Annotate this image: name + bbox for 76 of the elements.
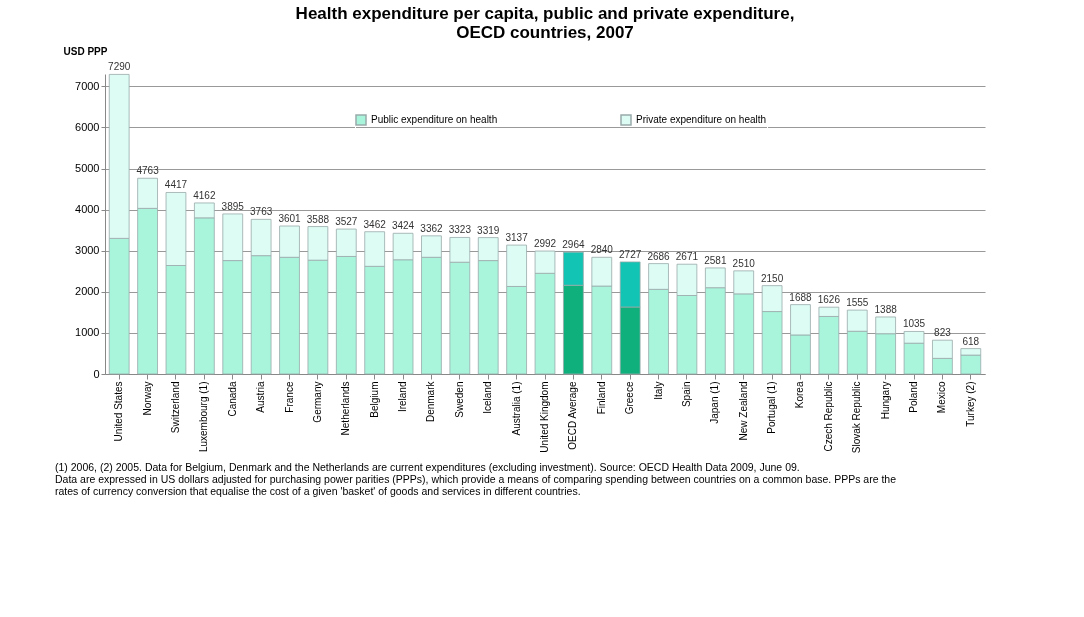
x-tick-label: Turkey (2) xyxy=(964,381,976,427)
x-tick-label: United States xyxy=(113,381,125,442)
x-tick-label: Finland xyxy=(595,381,607,415)
x-tick-label: Mexico xyxy=(936,381,948,414)
y-tick-label: 1000 xyxy=(75,326,100,339)
total-label: 4162 xyxy=(193,189,216,201)
total-label: 2992 xyxy=(533,238,557,250)
x-tick-label: Hungary xyxy=(879,381,891,420)
y-tick-label: 7000 xyxy=(75,79,100,92)
x-tick-label: Germany xyxy=(311,381,323,423)
y-axis-title: USD PPP xyxy=(63,45,108,57)
total-label: 2727 xyxy=(619,248,642,260)
total-label: 4417 xyxy=(164,179,188,191)
x-tick-label: Spain xyxy=(680,381,692,408)
y-tick-label: 0 xyxy=(93,367,100,380)
x-tick-label: Norway xyxy=(141,381,153,416)
total-label: 2581 xyxy=(704,254,727,266)
total-label: 1626 xyxy=(817,294,841,306)
total-label: 2510 xyxy=(732,257,756,269)
total-label: 1555 xyxy=(846,297,869,309)
x-tick-label: Belgium xyxy=(368,381,380,418)
x-tick-label: Ireland xyxy=(397,381,409,413)
total-label: 3323 xyxy=(448,224,472,236)
total-label: 2964 xyxy=(562,239,585,251)
chart-title: Health expenditure per capita, public and private expenditure, OECD countries, 2007 xyxy=(295,4,795,42)
x-tick-label: Greece xyxy=(624,381,636,415)
x-tick-label: Luxembourg (1) xyxy=(198,381,210,453)
total-label: 2671 xyxy=(675,251,699,263)
x-tick-label: Japan (1) xyxy=(709,381,721,424)
x-tick-label: Sweden xyxy=(453,381,465,418)
total-label: 1688 xyxy=(789,291,813,303)
total-label: 3424 xyxy=(391,220,415,232)
x-tick-label: Czech Republic xyxy=(822,381,834,452)
total-label: 7290 xyxy=(108,61,131,73)
x-tick-label: Netherlands xyxy=(340,381,352,436)
x-tick-label: France xyxy=(283,381,295,413)
x-tick-label: Switzerland xyxy=(169,381,181,434)
legend-label: Private expenditure on health xyxy=(636,114,767,125)
x-tick-label: New Zealand xyxy=(737,381,749,441)
x-tick-label: Italy xyxy=(652,381,664,400)
x-tick-label: Denmark xyxy=(425,380,437,423)
total-label: 1035 xyxy=(902,318,926,330)
y-tick-label: 2000 xyxy=(75,285,100,298)
x-tick-label: Canada xyxy=(226,381,238,417)
x-tick-label: Korea xyxy=(794,381,806,409)
y-tick-label: 3000 xyxy=(75,244,100,257)
legend-label: Public expenditure on health xyxy=(371,114,498,125)
x-tick-label: United Kingdom xyxy=(539,381,550,453)
x-tick-label: Australia (1) xyxy=(510,381,522,436)
text: (1) 2006, (2) 2005. Data for Belgium, Denmark and the Netherlands are current expenditures (excluding investment). Source: OECD Health Data 2009, June 09. xyxy=(55,461,800,473)
total-label: 3895 xyxy=(221,200,245,212)
total-label: 618 xyxy=(962,335,980,347)
total-label: 823 xyxy=(934,327,952,339)
y-tick-label: 4000 xyxy=(75,203,100,216)
total-label: 2686 xyxy=(647,250,671,262)
total-label: 3763 xyxy=(250,206,273,218)
text: Data are expressed in US dollars adjusted for purchasing power parities (PPPs), which provide a means of comparing spending between countries on a common base. PPPs are the rates of currency conversion that equalise the cost of a given 'basket' of goods and services in different countries. xyxy=(55,473,897,497)
total-label: 3588 xyxy=(306,213,330,225)
total-label: 1388 xyxy=(874,303,898,315)
total-label: 2840 xyxy=(590,244,614,256)
total-label: 3527 xyxy=(335,216,358,228)
total-label: 4763 xyxy=(136,165,160,177)
total-label: 3601 xyxy=(278,213,302,225)
x-tick-label: Iceland xyxy=(482,381,494,414)
total-label: 3319 xyxy=(477,224,500,236)
y-tick-label: 5000 xyxy=(75,162,100,175)
x-tick-label: Portugal (1) xyxy=(766,381,778,434)
x-tick-label: Slovak Republic xyxy=(851,381,863,454)
total-label: 3462 xyxy=(363,218,387,230)
y-tick-label: 6000 xyxy=(75,120,100,133)
x-tick-label: Austria xyxy=(255,381,267,413)
x-tick-label: OECD Average xyxy=(567,381,579,450)
total-label: 3362 xyxy=(420,222,444,234)
x-tick-label: Poland xyxy=(908,381,920,413)
total-label: 2150 xyxy=(760,272,784,284)
total-label: 3137 xyxy=(505,232,529,244)
